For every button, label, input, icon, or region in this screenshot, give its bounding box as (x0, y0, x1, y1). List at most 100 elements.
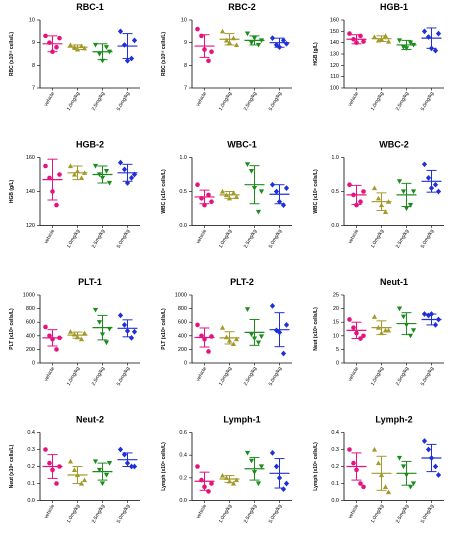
point (358, 481, 363, 486)
point (99, 332, 106, 338)
y-tick-label: 400 (26, 333, 35, 339)
point (273, 463, 280, 470)
point (124, 328, 131, 334)
point (421, 28, 428, 35)
y-tick-label: 0.0 (331, 223, 339, 229)
x-tick-label: 1.0mg/kg (66, 228, 82, 249)
point (361, 484, 366, 490)
point (131, 37, 138, 44)
point (347, 182, 352, 187)
point (428, 185, 435, 191)
point (206, 489, 211, 494)
point (99, 58, 106, 64)
y-tick-label: 160 (330, 17, 339, 23)
point (248, 458, 255, 464)
point (121, 42, 128, 48)
point (255, 340, 262, 346)
point (421, 311, 428, 317)
point (99, 481, 106, 487)
point (358, 199, 363, 204)
y-tick-label: 0.1 (331, 481, 339, 487)
point (410, 328, 417, 333)
point (117, 159, 124, 166)
point (425, 175, 432, 181)
point (121, 451, 128, 458)
y-tick-label: 110 (330, 74, 339, 80)
y-axis-label: RBC (x10¹² cells/L) (161, 32, 167, 77)
point (195, 182, 200, 187)
y-tick-label: 10 (29, 17, 35, 23)
y-tick-label: 600 (178, 320, 187, 326)
point (50, 467, 55, 473)
point (96, 320, 103, 325)
x-tick-label: 2.5mg/kg (395, 366, 411, 387)
point (375, 195, 382, 201)
point (410, 189, 417, 195)
point (199, 333, 204, 339)
x-tick-label: 2.5mg/kg (243, 91, 259, 112)
point (128, 55, 135, 62)
point (244, 450, 251, 456)
point (128, 334, 135, 341)
point (258, 464, 265, 470)
point (432, 463, 439, 470)
point (407, 40, 414, 46)
x-tick-label: 2.5mg/kg (243, 366, 259, 387)
point (206, 192, 211, 198)
point (407, 484, 414, 490)
x-tick-label: 1.0mg/kg (370, 228, 386, 249)
point (258, 38, 265, 43)
point (209, 481, 214, 486)
point (258, 189, 265, 195)
point (67, 42, 74, 48)
y-axis-label: Neut (x10⁹ cells/L) (9, 444, 15, 488)
point (96, 51, 103, 57)
x-tick-label: 5.0mg/kg (268, 366, 284, 387)
x-tick-label: 1.0mg/kg (370, 366, 386, 387)
point (219, 472, 226, 478)
y-tick-label: 120 (26, 223, 35, 229)
point (124, 57, 131, 64)
point (410, 42, 417, 48)
point (202, 484, 207, 490)
chart-title: RBC-2 (228, 2, 256, 12)
point (74, 168, 81, 174)
x-tick-label: vehicle (347, 91, 360, 108)
point (382, 33, 389, 38)
point (244, 162, 251, 167)
x-tick-label: 5.0mg/kg (420, 366, 436, 387)
chart-title: PLT-2 (230, 277, 254, 287)
x-tick-label: 5.0mg/kg (268, 228, 284, 249)
point (54, 347, 59, 352)
x-tick-label: 5.0mg/kg (116, 228, 132, 249)
panel: RBC-2 RBC (x10¹² cells/L) 7 8 9 10 vehicle 1.0m… (161, 2, 292, 112)
point (244, 307, 251, 312)
point (396, 179, 403, 184)
point (428, 45, 435, 52)
x-tick-label: vehicle (195, 503, 208, 520)
point (43, 324, 48, 330)
x-tick-label: 1.0mg/kg (66, 366, 82, 387)
point (131, 328, 138, 335)
y-tick-label: 1000 (23, 292, 35, 298)
y-tick-label: 1.0 (331, 155, 339, 161)
y-tick-label: 600 (26, 320, 35, 326)
point (251, 186, 258, 191)
chart-title: Neut-1 (380, 277, 408, 287)
point (354, 202, 359, 208)
panel: Neut-1 Neut (x10⁹ cells/L) 0 5 10 15 20 25 vehic… (313, 277, 444, 387)
chart-title: HGB-1 (380, 2, 408, 12)
point (71, 331, 78, 337)
x-tick-label: 5.0mg/kg (268, 91, 284, 112)
point (50, 49, 55, 55)
point (67, 163, 74, 169)
panel: WBC-2 WBC (x10⁹ cells/L) 0.0 0.5 1.0 vehicle 1… (313, 140, 444, 249)
point (209, 49, 214, 55)
point (351, 36, 356, 42)
point (233, 477, 240, 483)
point (106, 326, 113, 332)
point (233, 336, 240, 342)
point (117, 446, 124, 453)
point (375, 460, 382, 466)
point (382, 484, 389, 489)
